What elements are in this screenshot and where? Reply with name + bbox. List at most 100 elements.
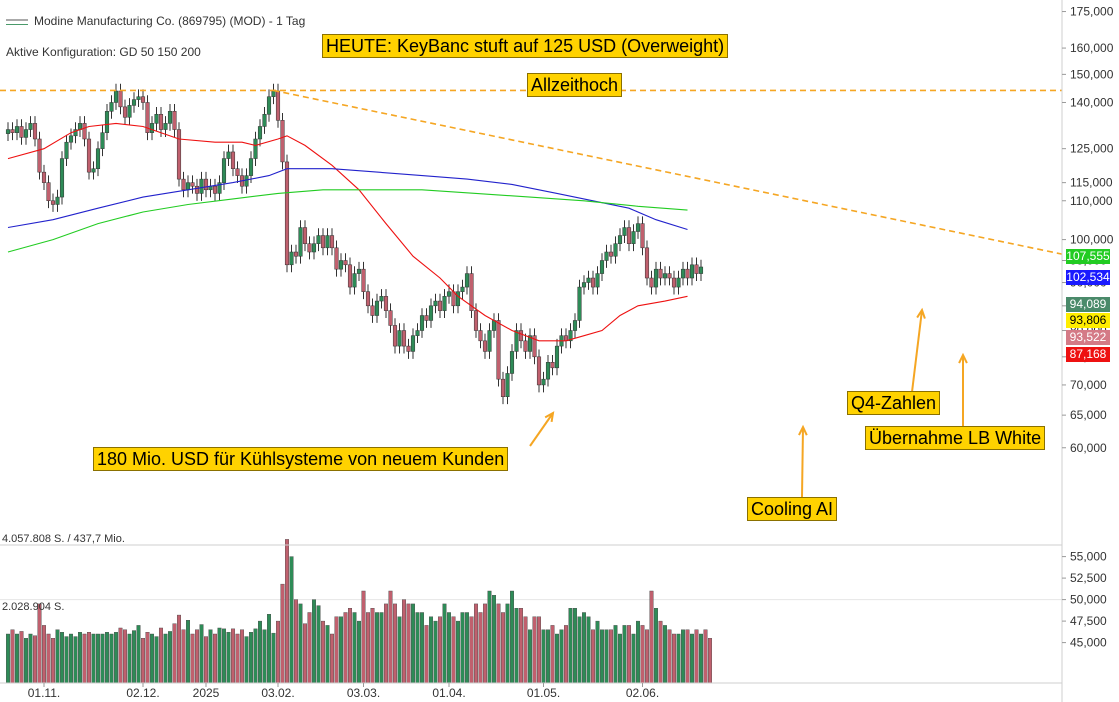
candle-body xyxy=(235,168,240,176)
volume-bar xyxy=(690,633,695,684)
candle-body xyxy=(433,300,438,307)
candle-body xyxy=(176,129,182,180)
volume-tick-label: 50,000 xyxy=(1070,593,1107,607)
price-tick-label: 150,000 xyxy=(1070,67,1114,81)
volume-bar xyxy=(109,633,114,684)
candle-body xyxy=(424,315,429,321)
candle-body xyxy=(338,260,344,270)
volume-bar xyxy=(5,633,10,684)
price-candles xyxy=(5,83,704,405)
annotation-deal: 180 Mio. USD für Kühlsysteme von neuem K… xyxy=(93,447,509,471)
volume-bar xyxy=(519,608,524,684)
candle-body xyxy=(10,129,15,133)
candle-body xyxy=(464,273,470,288)
price-tick-label: 175,000 xyxy=(1070,5,1114,19)
arrow-lb-head xyxy=(958,352,968,364)
moving-averages xyxy=(7,122,688,342)
candle-body xyxy=(221,158,227,183)
volume-tick-label: 55,000 xyxy=(1070,550,1107,564)
badge-gd50: 87,168 xyxy=(1066,347,1110,362)
volume-bar xyxy=(181,629,186,684)
candle-body xyxy=(320,235,326,249)
volume-bar xyxy=(334,616,339,684)
volume-bar xyxy=(550,625,555,684)
volume-bar xyxy=(289,556,294,684)
chart-title: Modine Manufacturing Co. (869795) (MOD) … xyxy=(6,14,305,28)
candle-body xyxy=(230,151,236,169)
volume-bar xyxy=(339,616,344,684)
candle-body xyxy=(64,141,69,159)
volume-bar xyxy=(244,636,249,684)
volume-bar xyxy=(577,616,582,684)
price-tick-label: 60,000 xyxy=(1070,441,1107,455)
time-tick-label: 01.04. xyxy=(432,686,465,700)
volume-bar xyxy=(420,612,425,684)
volume-bars xyxy=(5,539,713,684)
volume-bar xyxy=(483,603,488,684)
annotation-today: HEUTE: KeyBanc stuft auf 125 USD (Overwe… xyxy=(322,34,729,58)
volume-bar xyxy=(681,629,686,684)
candle-body xyxy=(451,291,456,307)
candle-body xyxy=(212,185,218,194)
ma-line xyxy=(7,122,688,342)
candle-body xyxy=(689,264,695,279)
candle-body xyxy=(667,273,672,279)
volume-bar xyxy=(438,616,443,684)
candle-body xyxy=(104,111,110,133)
volume-bar xyxy=(149,633,154,684)
candle-body xyxy=(302,227,308,244)
candle-body xyxy=(136,96,141,100)
price-tick-label: 125,000 xyxy=(1070,142,1114,156)
volume-bar xyxy=(19,631,24,684)
volume-bar xyxy=(118,627,123,684)
volume-bar xyxy=(627,625,632,684)
volume-bar xyxy=(613,625,618,684)
annotation-q4: Q4-Zahlen xyxy=(847,391,941,415)
volume-bar xyxy=(203,636,208,684)
volume-bar xyxy=(303,623,308,684)
candle-body xyxy=(217,182,222,194)
arrow-q4-head xyxy=(916,307,926,319)
volume-bar xyxy=(190,633,195,684)
volume-bar xyxy=(145,632,150,684)
time-tick-label: 03.02. xyxy=(261,686,294,700)
volume-bar xyxy=(676,633,681,684)
volume-bar xyxy=(361,590,366,684)
candle-body xyxy=(685,268,690,279)
arrow-cooling xyxy=(801,426,804,498)
volume-bar xyxy=(640,625,645,684)
volume-bar xyxy=(127,633,132,684)
volume-bar xyxy=(388,590,393,684)
volume-bar xyxy=(158,627,163,684)
badge-gd200: 107,555 xyxy=(1066,249,1110,264)
volume-bar xyxy=(609,629,614,684)
volume-bar xyxy=(622,625,627,684)
volume-bar xyxy=(582,612,587,684)
price-tick-label: 70,000 xyxy=(1070,378,1107,392)
volume-bar xyxy=(60,632,65,684)
candle-body xyxy=(199,178,204,194)
candle-body xyxy=(608,251,614,257)
volume-bar xyxy=(136,625,141,684)
volume-bar xyxy=(397,616,402,684)
candle-body xyxy=(361,268,366,292)
candle-body xyxy=(298,227,303,257)
volume-bar xyxy=(307,612,312,684)
candle-body xyxy=(365,291,371,307)
volume-bar xyxy=(42,625,47,684)
candle-body xyxy=(460,286,465,292)
volume-bar xyxy=(505,603,510,684)
candle-body xyxy=(293,251,299,257)
candle-body xyxy=(514,330,519,352)
volume-bar xyxy=(492,595,497,684)
candle-body xyxy=(154,114,159,124)
volume-max-label: 4.057.808 S. / 437,7 Mio. xyxy=(2,533,125,545)
volume-bar xyxy=(172,623,177,684)
volume-bar xyxy=(208,629,213,684)
candle-body xyxy=(307,243,312,253)
volume-bar xyxy=(294,599,299,684)
candle-body xyxy=(109,102,114,112)
volume-bar xyxy=(226,632,231,684)
candle-body xyxy=(527,335,533,352)
time-tick-label: 01.11. xyxy=(28,686,60,700)
